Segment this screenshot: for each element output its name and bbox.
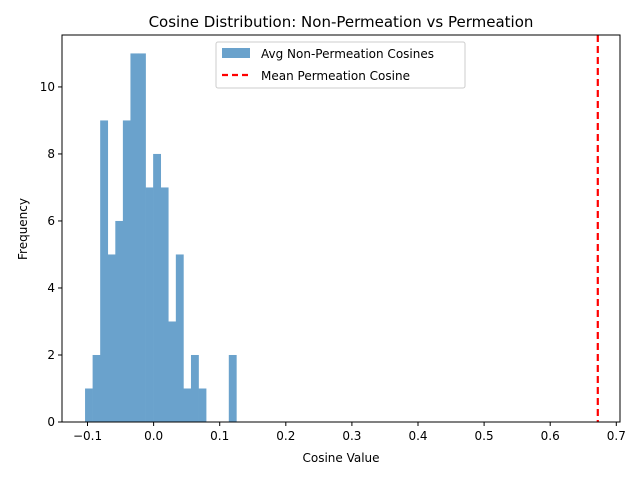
x-tick-label: 0.1 bbox=[210, 429, 229, 443]
y-tick-label: 4 bbox=[47, 281, 55, 295]
histogram-bar bbox=[168, 321, 177, 422]
y-tick-label: 6 bbox=[47, 214, 55, 228]
y-tick-label: 8 bbox=[47, 147, 55, 161]
histogram-bar bbox=[183, 388, 192, 422]
histogram-bar bbox=[130, 53, 139, 423]
histogram-bar bbox=[198, 388, 207, 422]
x-tick-label: 0.6 bbox=[541, 429, 560, 443]
y-axis-ticks: 0 2 4 6 8 10 bbox=[40, 80, 62, 429]
y-axis-label: Frequency bbox=[16, 198, 30, 260]
x-tick-label: 0.3 bbox=[342, 429, 361, 443]
histogram-bar bbox=[122, 120, 131, 422]
histogram-bar bbox=[228, 354, 237, 422]
histogram-bar bbox=[138, 53, 146, 423]
histogram-bars bbox=[85, 53, 237, 423]
chart-title: Cosine Distribution: Non-Permeation vs P… bbox=[149, 13, 534, 31]
legend-box bbox=[215, 41, 466, 89]
histogram-bar bbox=[92, 354, 101, 422]
histogram-bar bbox=[115, 220, 124, 422]
x-axis-label: Cosine Value bbox=[302, 451, 379, 465]
x-tick-label: 0.7 bbox=[607, 429, 626, 443]
histogram-bar bbox=[107, 254, 116, 422]
histogram-bar bbox=[160, 187, 169, 422]
y-tick-label: 2 bbox=[47, 348, 55, 362]
x-axis-ticks: −0.1 0.0 0.1 0.2 0.3 0.4 0.5 0.6 0.7 bbox=[73, 422, 626, 443]
legend: Avg Non-Permeation Cosines Mean Permeati… bbox=[215, 41, 466, 89]
histogram-bar bbox=[190, 354, 199, 422]
y-tick-label: 0 bbox=[47, 415, 55, 429]
y-tick-label: 10 bbox=[40, 80, 55, 94]
plot-frame bbox=[61, 34, 621, 423]
legend-label-mean-line: Mean Permeation Cosine bbox=[261, 69, 410, 83]
histogram-bar bbox=[175, 254, 184, 422]
histogram-bar bbox=[145, 187, 154, 422]
legend-swatch-histogram bbox=[222, 48, 250, 58]
x-tick-label: −0.1 bbox=[73, 429, 102, 443]
histogram-bar bbox=[153, 153, 162, 422]
x-tick-label: 0.2 bbox=[276, 429, 295, 443]
histogram-bar bbox=[85, 388, 93, 422]
legend-label-histogram: Avg Non-Permeation Cosines bbox=[261, 47, 434, 61]
x-tick-label: 0.5 bbox=[475, 429, 494, 443]
histogram-bar bbox=[100, 120, 109, 422]
x-tick-label: 0.4 bbox=[408, 429, 427, 443]
x-tick-label: 0.0 bbox=[144, 429, 163, 443]
